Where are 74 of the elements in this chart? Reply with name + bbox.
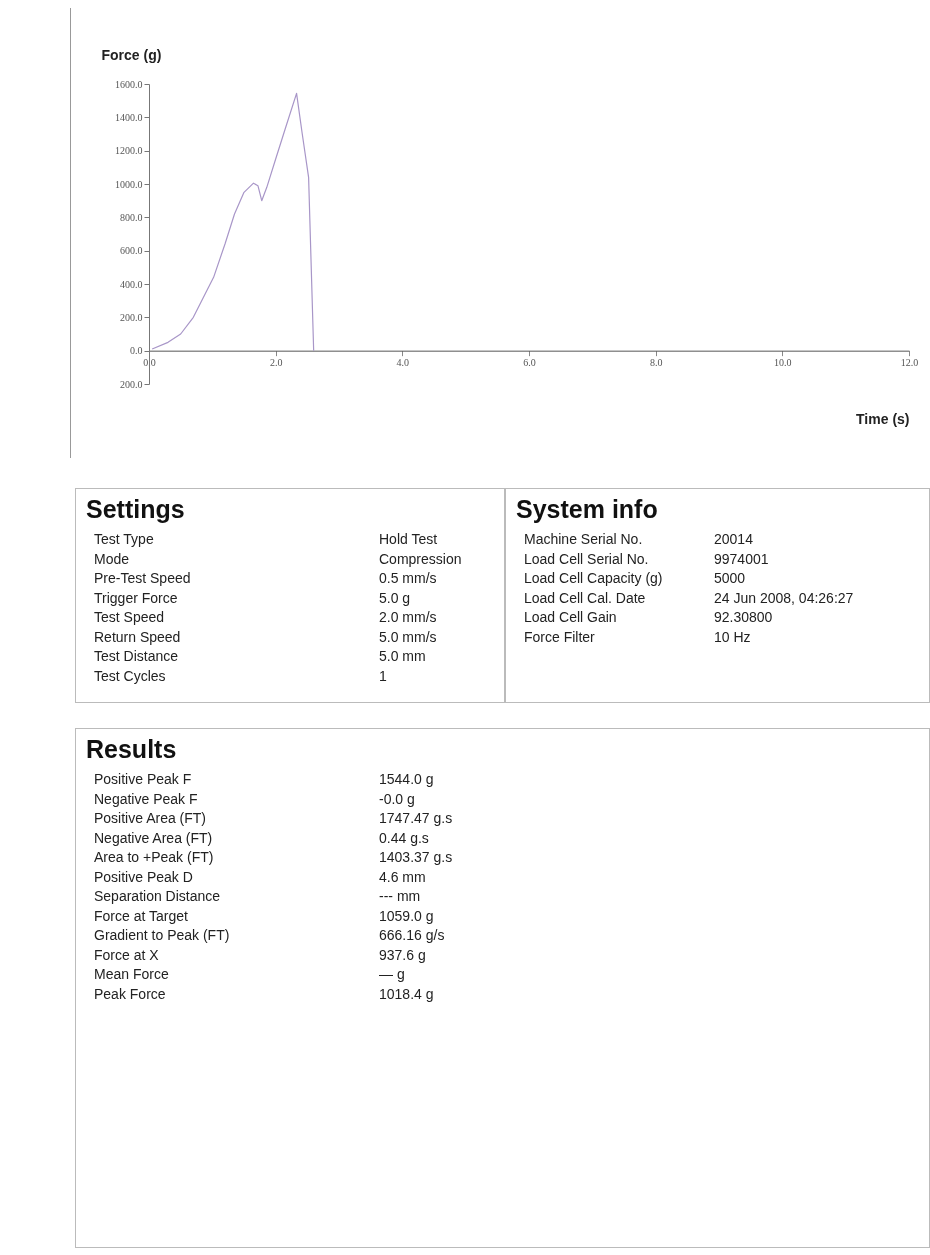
x-axis-title: Time (s) [856, 410, 910, 427]
text: — g [379, 965, 405, 984]
line-series [151, 92, 315, 352]
text: Pre-Test Speed [93, 569, 192, 588]
text: Negative Area (FT) [93, 828, 214, 848]
text: Separation Distance [93, 887, 222, 906]
text: 5.0 g [379, 588, 411, 608]
text: 1018.4 g [379, 984, 434, 1004]
text: 1544.0 g [379, 770, 434, 789]
text: Compression [379, 549, 462, 569]
text: -0.0 g [379, 789, 415, 809]
text: Settings [86, 495, 186, 524]
y-tick-label: 200.0 [120, 378, 143, 390]
text: 1 [379, 666, 387, 686]
text: 10 Hz [714, 627, 751, 647]
y-tick-label: 400.0 [120, 278, 143, 290]
text: Force Filter [523, 627, 596, 647]
text: 4.6 mm [379, 867, 426, 887]
text: Load Cell Serial No. [523, 549, 650, 569]
text: 1403.37 g.s [379, 848, 453, 867]
text: --- mm [379, 887, 421, 906]
text: Peak Force [93, 984, 167, 1004]
text: Mode [93, 549, 131, 569]
text: Test Distance [93, 647, 180, 666]
text: Mean Force [93, 965, 170, 984]
text: 1059.0 g [379, 906, 434, 926]
y-tick-label: 1200.0 [115, 145, 143, 157]
x-tick-label: 2.0 [269, 357, 283, 369]
text: System info [516, 495, 659, 524]
text: Positive Peak F [93, 770, 193, 789]
text: Load Cell Cal. Date [523, 588, 647, 608]
text: Force at X [93, 945, 160, 965]
text: Test Type [93, 530, 155, 549]
text: 9974001 [714, 549, 769, 569]
text: Positive Peak D [93, 867, 194, 887]
y-axis-title: Force (g) [101, 46, 162, 63]
x-tick-label: 6.0 [523, 357, 536, 369]
x-tick-label: 8.0 [649, 357, 663, 369]
y-tick-label: 1600.0 [115, 78, 143, 90]
y-tick-label: 800.0 [120, 211, 143, 223]
x-tick-label: 10.0 [774, 357, 792, 369]
text: Test Cycles [93, 666, 167, 686]
x-tick-label: 4.0 [396, 357, 410, 369]
text: Load Cell Capacity (g) [523, 569, 664, 588]
text: Trigger Force [93, 588, 179, 608]
text: Return Speed [93, 627, 182, 647]
text: 0.5 mm/s [379, 569, 437, 588]
text: 5.0 mm/s [379, 627, 437, 647]
text: 24 Jun 2008, 04:26:27 [714, 588, 854, 608]
text: Positive Area (FT) [93, 809, 208, 828]
text: 937.6 g [379, 945, 426, 965]
y-tick-label: 0.0 [130, 345, 143, 357]
y-tick-label: 600.0 [120, 245, 143, 257]
text: 1747.47 g.s [379, 809, 453, 828]
text: Machine Serial No. [523, 530, 644, 549]
y-tick-label: 1000.0 [115, 178, 143, 190]
text: Test Speed [93, 608, 166, 627]
text: 5.0 mm [379, 647, 426, 666]
text: Hold Test [379, 530, 438, 549]
text: 0.44 g.s [379, 828, 429, 848]
text: 2.0 mm/s [379, 608, 437, 627]
text: 5000 [714, 569, 746, 588]
text: Force at Target [93, 906, 189, 926]
y-tick-label: 200.0 [120, 311, 143, 323]
text: Load Cell Gain [523, 608, 618, 627]
text: Results [86, 735, 178, 764]
x-tick-label: 12.0 [900, 357, 919, 369]
text: 20014 [714, 530, 753, 549]
text: 666.16 g/s [379, 926, 445, 945]
y-tick-label: 1400.0 [115, 111, 143, 123]
text: Negative Peak F [93, 789, 199, 809]
text: Gradient to Peak (FT) [93, 926, 231, 945]
text: 92.30800 [714, 608, 773, 627]
text: Area to +Peak (FT) [93, 848, 215, 867]
